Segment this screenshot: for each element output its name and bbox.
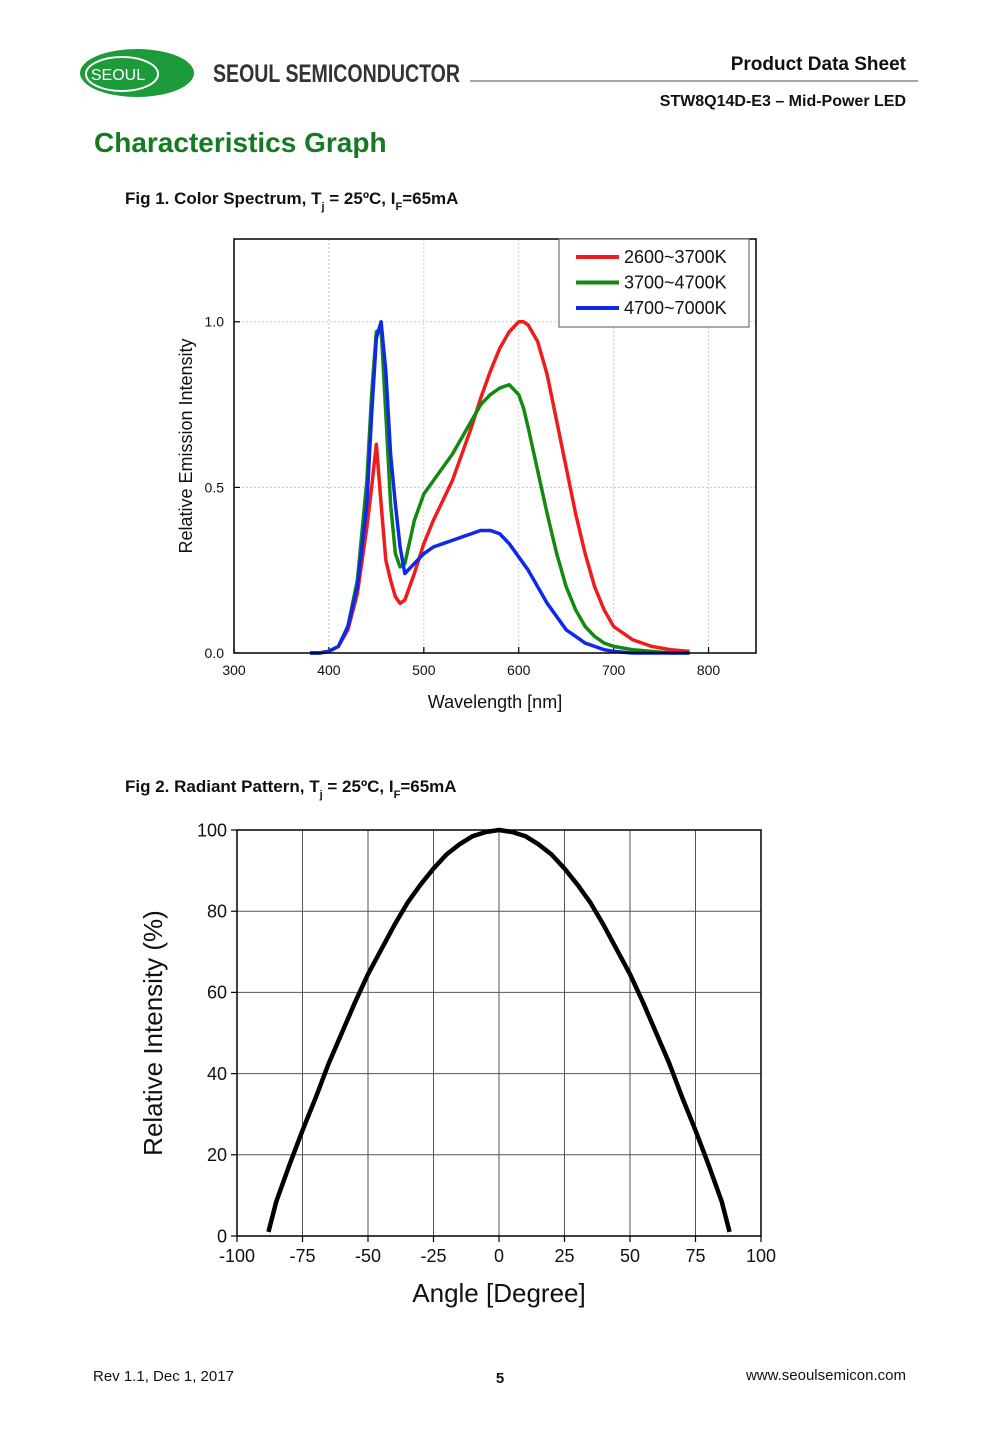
y-axis-label: Relative Emission Intensity (176, 338, 196, 553)
legend-label: 2600~3700K (624, 247, 727, 267)
x-tick-label: 300 (222, 662, 246, 678)
x-tick-label: 400 (317, 662, 341, 678)
y-tick-label: 20 (207, 1145, 227, 1165)
x-tick-label: -25 (420, 1246, 446, 1266)
figure-title: Fig 1. Color Spectrum, Tj = 25ºC, IF=65m… (125, 189, 458, 213)
x-axis-label: Angle [Degree] (412, 1278, 585, 1308)
x-axis-label: Wavelength [nm] (428, 692, 562, 712)
x-tick-label: 25 (554, 1246, 574, 1266)
legend-label: 3700~4700K (624, 273, 727, 293)
title-part: j (320, 201, 324, 213)
x-tick-label: 50 (620, 1246, 640, 1266)
logo-text: SEOUL (91, 67, 145, 84)
y-tick-label: 1.0 (205, 314, 225, 330)
footer-revision: Rev 1.1, Dec 1, 2017 (93, 1368, 234, 1385)
series-line (309, 320, 690, 655)
y-tick-label: 0 (217, 1226, 227, 1246)
logo-ellipse (80, 49, 194, 97)
series-group (309, 320, 690, 655)
footer-website: www.seoulsemicon.com (745, 1367, 906, 1384)
y-tick-label: 0.5 (205, 479, 225, 495)
legend-label: 4700~7000K (624, 298, 727, 318)
plot-frame (233, 238, 757, 654)
title-part: =65mA (400, 777, 456, 796)
x-tick-label: 700 (602, 662, 626, 678)
x-tick-label: -100 (219, 1246, 255, 1266)
title-part: = 25ºC, I (325, 189, 396, 208)
y-tick-label: 40 (207, 1064, 227, 1084)
title-part: Fig 2. Radiant Pattern, T (125, 777, 320, 796)
x-tick-label: -75 (289, 1246, 315, 1266)
x-tick-label: 75 (685, 1246, 705, 1266)
y-tick-label: 60 (207, 983, 227, 1003)
y-tick-label: 100 (197, 820, 227, 840)
title-part: Fig 1. Color Spectrum, T (125, 189, 322, 208)
x-tick-label: 100 (746, 1246, 776, 1266)
company-name: SEOUL SEMICONDUCTOR (213, 60, 460, 88)
title-part: = 25ºC, I (323, 777, 394, 796)
x-tick-label: -50 (355, 1246, 381, 1266)
x-tick-label: 800 (697, 662, 721, 678)
x-tick-label: 600 (507, 662, 531, 678)
plot-frame (236, 829, 762, 1237)
product-name: STW8Q14D-E3 – Mid-Power LED (660, 93, 906, 110)
section-title: Characteristics Graph (94, 127, 387, 158)
x-tick-label: 500 (412, 662, 436, 678)
title-part: F (394, 789, 401, 801)
title-part: j (319, 789, 323, 801)
title-part: =65mA (402, 189, 458, 208)
x-tick-label: 0 (494, 1246, 504, 1266)
doc-type: Product Data Sheet (731, 54, 907, 75)
logo-ring (85, 56, 159, 92)
series-line (309, 320, 690, 655)
y-axis-label: Relative Intensity (%) (138, 910, 168, 1156)
footer-page: 5 (496, 1370, 504, 1387)
title-part: F (395, 201, 402, 213)
y-tick-label: 80 (207, 902, 227, 922)
figure-title: Fig 2. Radiant Pattern, Tj = 25ºC, IF=65… (125, 777, 457, 801)
y-tick-label: 0.0 (205, 645, 225, 661)
